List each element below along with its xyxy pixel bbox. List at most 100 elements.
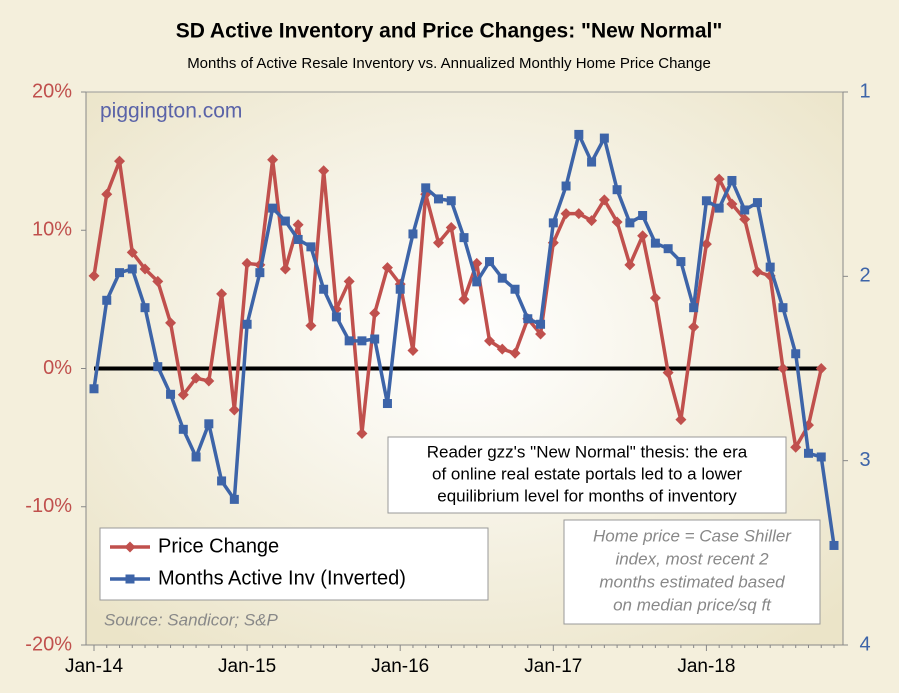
point	[573, 208, 585, 220]
point	[829, 540, 839, 550]
point	[432, 237, 444, 249]
point	[382, 399, 392, 409]
point	[370, 334, 380, 344]
point	[586, 215, 598, 227]
note-text: Home price = Case Shiller	[593, 526, 792, 545]
chart-subtitle: Months of Active Resale Inventory vs. An…	[187, 55, 711, 72]
point	[485, 257, 495, 267]
point	[114, 155, 126, 167]
point	[407, 345, 419, 357]
point	[166, 389, 176, 399]
series-line	[92, 157, 823, 450]
point	[344, 336, 354, 346]
point	[357, 336, 367, 346]
point	[459, 233, 469, 243]
y-tick-label: 0%	[43, 357, 72, 379]
point	[561, 181, 571, 191]
point	[318, 165, 330, 177]
point	[815, 363, 827, 374]
point	[228, 404, 240, 416]
point	[548, 218, 558, 228]
point	[101, 188, 113, 200]
point	[89, 384, 99, 394]
point	[242, 319, 252, 329]
point	[713, 173, 725, 185]
point	[637, 230, 649, 242]
legend-label: Months Active Inv (Inverted)	[158, 567, 406, 589]
point	[153, 362, 163, 372]
y2-tick-label: 1	[859, 80, 870, 102]
point	[599, 133, 609, 143]
point	[484, 335, 496, 347]
point	[727, 175, 737, 185]
y-tick-label: 20%	[32, 80, 72, 102]
point	[701, 196, 711, 206]
point	[217, 476, 227, 486]
point	[650, 238, 660, 248]
legend-marker	[125, 574, 135, 584]
point	[229, 494, 239, 504]
y2-tick-label: 2	[859, 265, 870, 287]
note-text: on median price/sq ft	[613, 595, 772, 614]
point	[140, 303, 150, 313]
chart-title: SD Active Inventory and Price Changes: "…	[176, 20, 723, 43]
note-text: index, most recent 2	[615, 549, 769, 568]
point	[177, 389, 189, 401]
point	[305, 320, 317, 332]
thesis-box	[387, 436, 787, 514]
point	[319, 284, 329, 294]
point	[408, 229, 418, 239]
point	[777, 363, 789, 374]
point	[395, 284, 405, 294]
point	[649, 292, 661, 304]
point	[203, 375, 215, 387]
point	[216, 288, 228, 300]
point	[497, 273, 507, 283]
point	[152, 275, 164, 287]
point	[293, 234, 303, 244]
y-tick-label: -10%	[25, 495, 72, 517]
thesis-text: Reader gzz's "New Normal" thesis: the er…	[427, 442, 748, 461]
point	[421, 183, 431, 193]
point	[791, 349, 801, 359]
point	[126, 246, 138, 258]
source: Source: Sandicor; S&P	[104, 610, 279, 629]
point	[472, 277, 482, 287]
point	[574, 129, 584, 139]
legend-marker	[124, 541, 136, 553]
point	[255, 268, 265, 278]
point	[127, 264, 137, 274]
note-text: months estimated based	[599, 572, 785, 591]
point	[663, 244, 673, 254]
point	[624, 259, 636, 271]
point	[343, 275, 355, 287]
x-tick-label: Jan-16	[371, 656, 429, 677]
point	[458, 293, 470, 305]
note-box	[563, 519, 821, 625]
point	[204, 419, 214, 429]
x-tick-label: Jan-17	[524, 656, 582, 677]
point	[675, 414, 687, 426]
point	[446, 196, 456, 206]
point	[560, 208, 572, 220]
x-tick-label: Jan-15	[218, 656, 276, 677]
point	[292, 219, 304, 231]
point	[356, 427, 368, 439]
point	[612, 185, 622, 195]
point	[714, 203, 724, 213]
point	[433, 194, 443, 204]
point	[689, 303, 699, 313]
point	[765, 262, 775, 272]
point	[587, 157, 597, 167]
point	[510, 284, 520, 294]
point	[740, 205, 750, 215]
legend-box	[99, 527, 489, 601]
point	[190, 372, 202, 384]
y2-tick-label: 3	[859, 449, 870, 471]
point	[178, 424, 188, 434]
point	[638, 211, 648, 221]
point	[751, 266, 763, 278]
point	[700, 238, 712, 250]
point	[509, 347, 521, 359]
